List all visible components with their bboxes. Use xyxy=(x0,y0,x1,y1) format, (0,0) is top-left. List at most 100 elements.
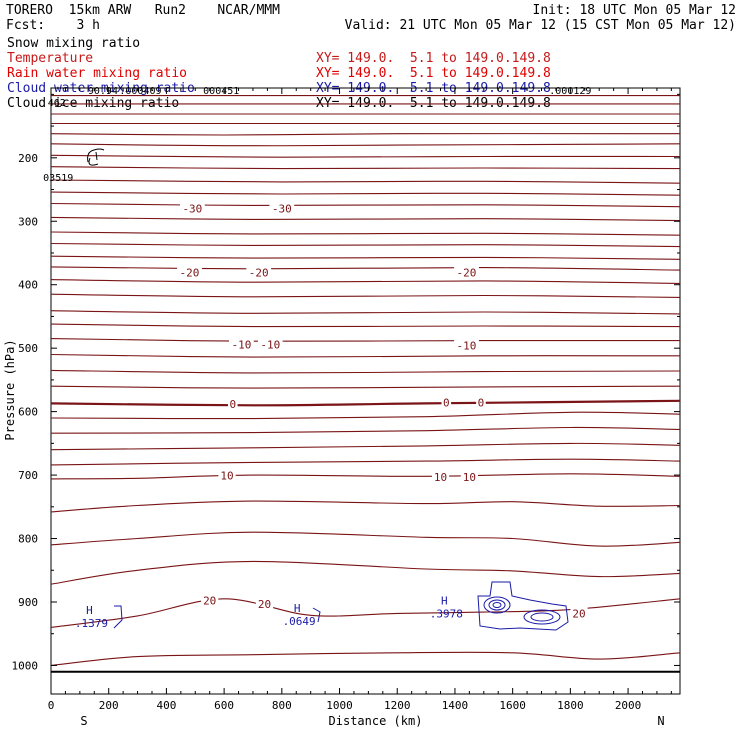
y-tick-label: 900 xyxy=(18,596,38,609)
isotherm-label: -10 xyxy=(231,338,251,351)
isotherm-22 xyxy=(50,651,681,666)
isotherm-label-bg xyxy=(441,395,452,409)
top-annotation: 03519 xyxy=(43,173,73,184)
legend-field-rain: Rain water mixing ratio xyxy=(7,66,188,81)
cloud-water-high-marker: H xyxy=(441,594,448,607)
isotherm-14 xyxy=(50,531,681,547)
temperature-isotherms xyxy=(50,95,681,666)
y-tick-label: 500 xyxy=(18,342,38,355)
isotherm--20 xyxy=(50,266,681,271)
cloud-water-high-value: .0649 xyxy=(283,615,316,628)
model-title: TORERO 15km ARW Run2 NCAR/MMM xyxy=(6,3,280,18)
isotherm-label-bg xyxy=(431,469,450,483)
cloud-water-high-marker: H xyxy=(294,602,301,615)
isotherm--28 xyxy=(50,216,681,222)
isotherm-label-bg xyxy=(177,265,202,279)
x-end-label-north: N xyxy=(657,714,664,728)
y-tick-label: 200 xyxy=(18,152,38,165)
y-tick-label: 300 xyxy=(18,215,38,228)
isotherm-label-bg xyxy=(476,395,486,409)
isotherm-label: 10 xyxy=(220,470,233,483)
isotherm-label: -30 xyxy=(272,203,292,216)
isotherm--8 xyxy=(50,353,681,358)
cloud-water-high-value: .3978 xyxy=(430,607,463,620)
isotherm--34 xyxy=(50,179,681,184)
isotherm--10 xyxy=(50,338,681,342)
top-annotation: 462 xyxy=(48,98,66,109)
isotherm--36 xyxy=(50,166,681,170)
isotherm--32 xyxy=(50,191,681,196)
y-axis-label: Pressure (hPa) xyxy=(3,339,17,440)
chart-labels: -30 -30 -20 -20 -20 -10 -10 -10 0 0 0 10 10 10 20 20 20 H… xyxy=(43,86,591,630)
isotherm-label-bg xyxy=(227,397,238,411)
isotherm-label-bg xyxy=(257,337,283,351)
isotherm-label: 0 xyxy=(443,397,450,410)
isotherm-10 xyxy=(50,473,681,480)
isotherm-0 xyxy=(50,399,681,407)
isotherm-label: -10 xyxy=(260,338,280,351)
isotherm-12 xyxy=(50,500,681,513)
isotherm-8 xyxy=(50,458,681,466)
cloud-water-contours xyxy=(87,148,569,631)
isotherm--40 xyxy=(50,143,681,147)
cloud-water-contour-core-4 xyxy=(523,609,561,625)
isotherm-label-bg xyxy=(255,596,274,610)
legend-field-cloud-ice: Cloud ice mixing ratio xyxy=(7,96,180,111)
isotherm--22 xyxy=(50,255,681,260)
init-time: Init: 18 UTC Mon 05 Mar 12 xyxy=(532,3,737,18)
legend-xy-rain: XY= 149.0. 5.1 to 149.0.149.8 xyxy=(316,66,551,81)
x-tick-label: 600 xyxy=(214,699,234,712)
isotherm-label-bg xyxy=(454,265,479,279)
isotherm--38 xyxy=(50,154,681,158)
isotherm-2 xyxy=(50,411,681,420)
isotherm-label-bg xyxy=(460,469,478,483)
isotherm--4 xyxy=(50,385,681,389)
valid-time: Valid: 21 UTC Mon 05 Mar 12 (15 CST Mon … xyxy=(344,18,736,33)
isotherm-label: 0 xyxy=(229,398,236,411)
top-annotation: 90.94 xyxy=(88,86,118,97)
legend-xy-temperature: XY= 149.0. 5.1 to 149.0.149.8 xyxy=(316,51,551,66)
isotherm--16 xyxy=(50,293,681,298)
isotherm-label-bg xyxy=(570,606,588,620)
cloud-water-contour-outer xyxy=(477,581,569,631)
isotherm-label: 10 xyxy=(463,471,476,484)
top-annotation: 000451 xyxy=(203,86,239,97)
isotherm-4 xyxy=(50,426,681,434)
cloud-water-contour-west xyxy=(113,605,123,629)
cloud-water-contour-core-5 xyxy=(530,612,554,622)
legend-field-temperature: Temperature xyxy=(7,51,94,66)
isotherm--30 xyxy=(50,202,681,208)
x-tick-label: 800 xyxy=(272,699,292,712)
legend-field-snow: Snow mixing ratio xyxy=(7,36,141,51)
y-tick-label: 700 xyxy=(18,469,38,482)
y-tick-label: 1000 xyxy=(12,659,39,672)
isotherm-label-bg xyxy=(269,201,295,215)
cloud-water-contour-core-2 xyxy=(488,599,506,611)
isotherm--26 xyxy=(50,231,681,236)
x-tick-label: 1600 xyxy=(499,699,526,712)
isotherm--14 xyxy=(50,310,681,315)
top-annotation: .000409 xyxy=(119,86,161,97)
plot-frame xyxy=(50,87,681,695)
x-tick-label: 200 xyxy=(99,699,119,712)
y-tick-label: 600 xyxy=(18,406,38,419)
isotherm-label-bg xyxy=(246,265,272,279)
isotherm-label-bg xyxy=(179,201,205,215)
x-tick-label: 400 xyxy=(156,699,176,712)
isotherm-6 xyxy=(50,442,681,451)
x-tick-label: 2000 xyxy=(615,699,642,712)
x-tick-label: 1800 xyxy=(557,699,584,712)
isotherm-label-bg xyxy=(218,468,236,482)
isotherm-label: -30 xyxy=(182,203,202,216)
isotherm-label-bg xyxy=(201,593,219,607)
isotherm-label: 20 xyxy=(258,598,271,611)
isotherm--12 xyxy=(50,323,681,328)
isotherm-label: -20 xyxy=(180,267,200,280)
isotherm-16 xyxy=(50,560,681,585)
isotherm-label: 0 xyxy=(478,397,485,410)
isotherm-label: 10 xyxy=(434,471,447,484)
isotherm--6 xyxy=(50,369,681,374)
x-axis-label: Distance (km) xyxy=(329,714,423,728)
cloud-water-contour-center xyxy=(312,607,321,623)
